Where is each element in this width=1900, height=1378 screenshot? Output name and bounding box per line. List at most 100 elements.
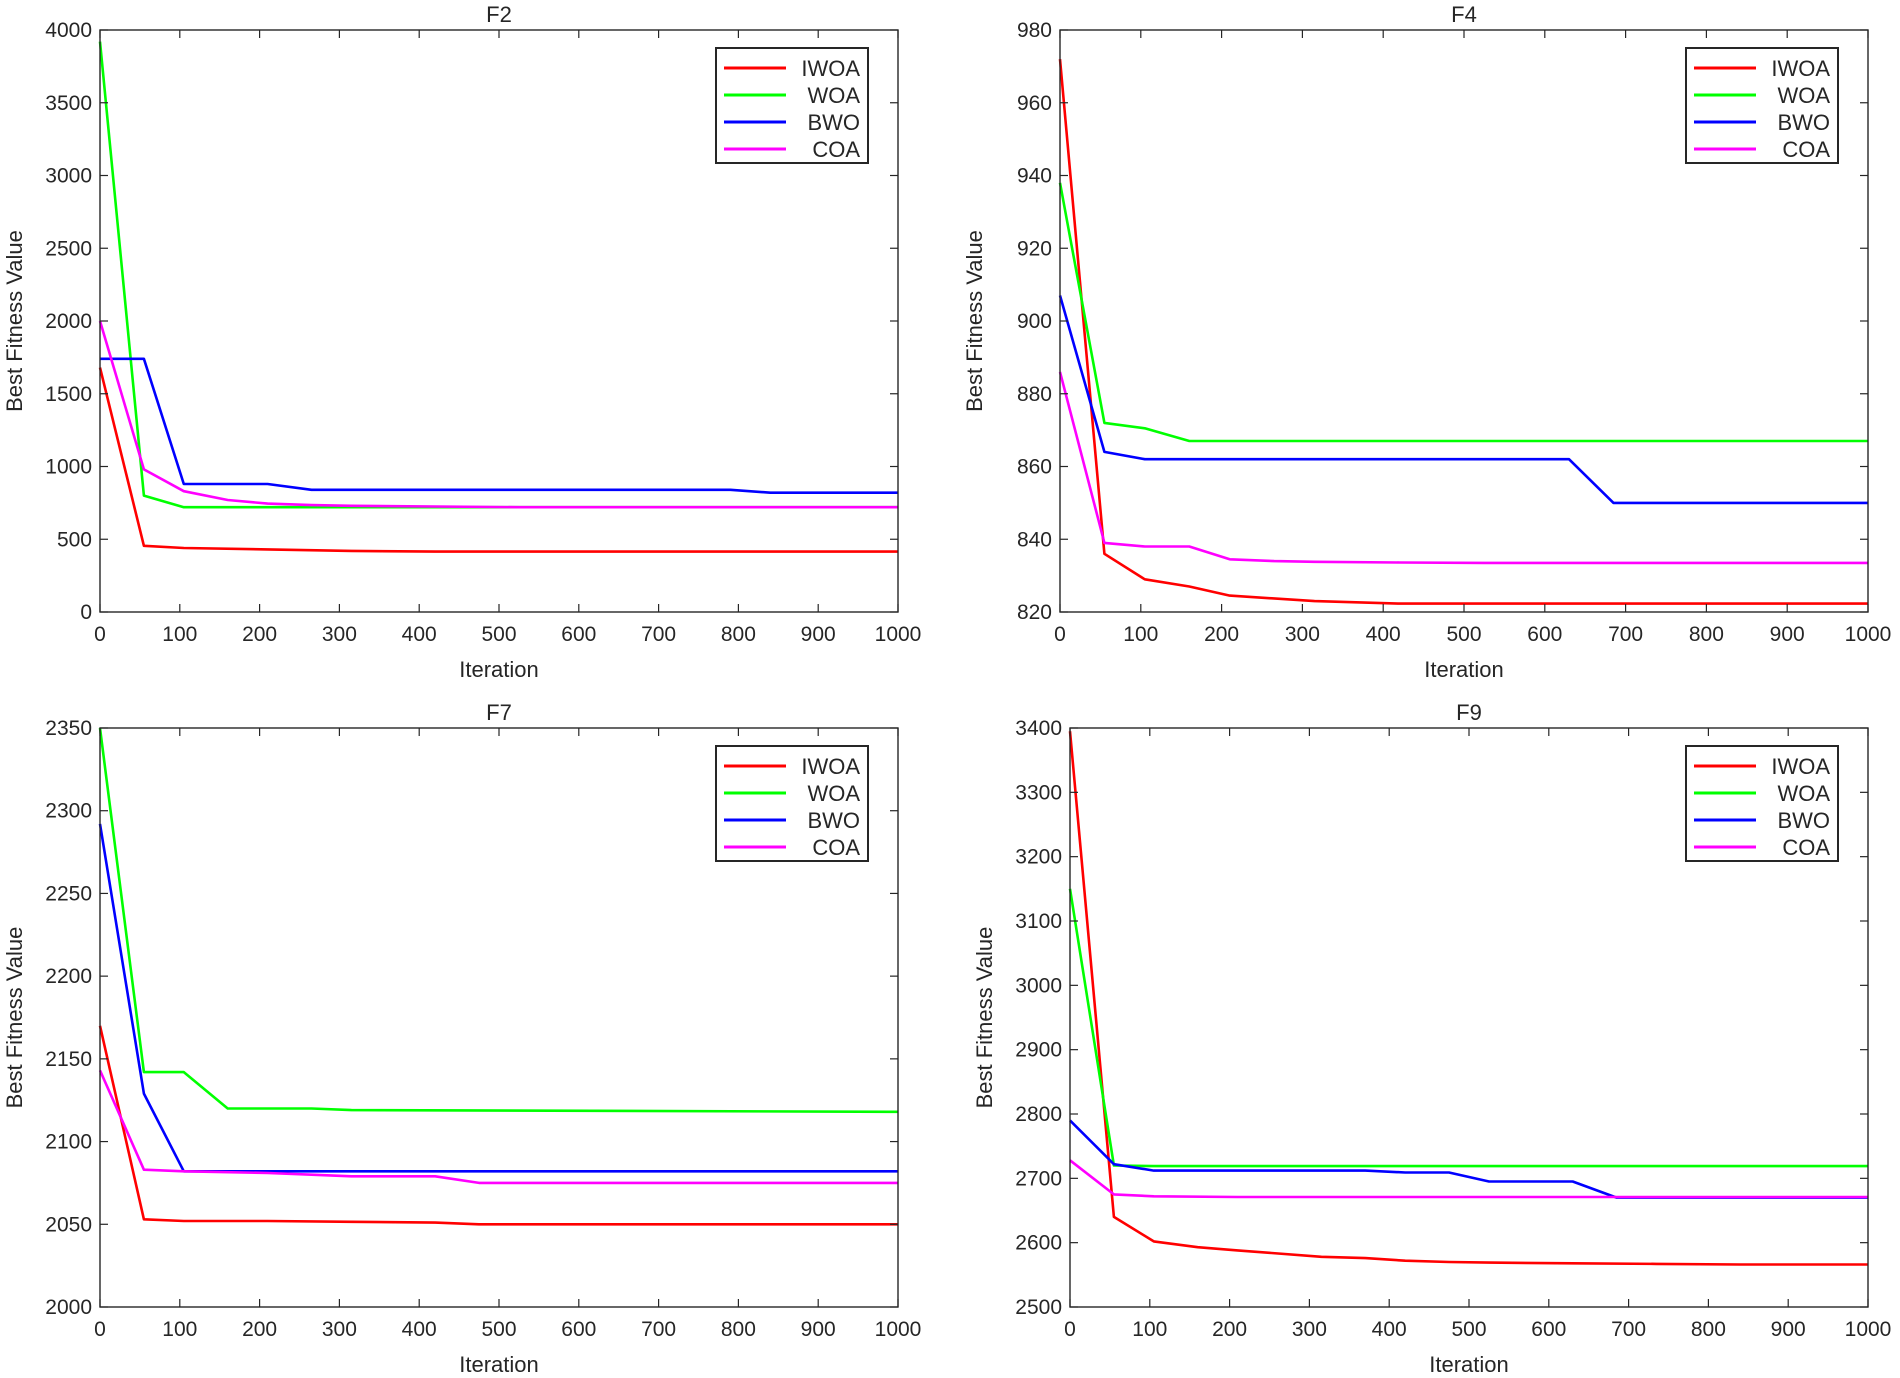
- series-line-coa: [1069, 1159, 1868, 1199]
- x-tick-label: 900: [1770, 623, 1805, 646]
- y-tick-label: 840: [1017, 528, 1052, 551]
- legend-label-coa: COA: [1782, 137, 1830, 162]
- legend-label-coa: COA: [812, 137, 860, 162]
- x-tick-label: 500: [481, 1318, 516, 1341]
- legend-label-coa: COA: [812, 835, 860, 860]
- y-tick-label: 3500: [45, 92, 92, 115]
- series-line-iwoa: [1068, 731, 1868, 1266]
- y-tick-label: 860: [1017, 456, 1052, 479]
- series-line-bwo: [1069, 1119, 1868, 1199]
- x-tick-label: 800: [721, 1318, 756, 1341]
- x-tick-label: 900: [801, 623, 836, 646]
- series-line-iwoa: [98, 1025, 898, 1226]
- x-tick-label: 800: [1691, 1318, 1726, 1341]
- series-line-bwo: [98, 823, 898, 1173]
- y-tick-label: 880: [1017, 383, 1052, 406]
- x-axis-label: Iteration: [1429, 1352, 1509, 1377]
- y-tick-label: 0: [80, 601, 92, 624]
- y-tick-label: 2500: [1015, 1296, 1062, 1319]
- x-tick-label: 700: [1608, 623, 1643, 646]
- series-line-iwoa: [98, 367, 898, 553]
- x-tick-label: 300: [322, 623, 357, 646]
- series-line-woa: [1058, 182, 1868, 443]
- x-tick-label: 1000: [1845, 1318, 1892, 1341]
- x-tick-label: 900: [801, 1318, 836, 1341]
- plot-title: F9: [1456, 700, 1482, 725]
- x-tick-label: 600: [561, 623, 596, 646]
- series-line-coa: [1058, 371, 1868, 565]
- x-tick-label: 100: [162, 1318, 197, 1341]
- legend-label-woa: WOA: [1777, 781, 1830, 806]
- legend-label-coa: COA: [1782, 835, 1830, 860]
- x-tick-label: 100: [1132, 1318, 1167, 1341]
- y-tick-label: 2350: [45, 717, 92, 740]
- x-tick-label: 400: [402, 623, 437, 646]
- y-tick-label: 3000: [1015, 974, 1062, 997]
- y-tick-label: 820: [1017, 601, 1052, 624]
- x-tick-label: 1000: [1845, 623, 1892, 646]
- y-tick-label: 2100: [45, 1131, 92, 1154]
- x-tick-label: 500: [1451, 1318, 1486, 1341]
- y-tick-label: 2000: [45, 1296, 92, 1319]
- x-tick-label: 1000: [875, 623, 922, 646]
- x-tick-label: 1000: [875, 1318, 922, 1341]
- x-axis-label: Iteration: [1424, 657, 1504, 682]
- x-tick-label: 200: [1204, 623, 1239, 646]
- y-tick-label: 960: [1017, 92, 1052, 115]
- legend-label-woa: WOA: [807, 83, 860, 108]
- x-tick-label: 700: [641, 1318, 676, 1341]
- y-tick-label: 3400: [1015, 717, 1062, 740]
- y-tick-label: 1000: [45, 456, 92, 479]
- x-tick-label: 100: [1123, 623, 1158, 646]
- legend-label-woa: WOA: [807, 781, 860, 806]
- series-line-iwoa: [1058, 58, 1868, 605]
- subplot-f7: 0 100 200 300 400 500 600 700 800 900 1000 2000 2050…: [2, 700, 921, 1377]
- y-tick-label: 4000: [45, 19, 92, 42]
- y-axis-label: Best Fitness Value: [972, 927, 997, 1109]
- x-tick-label: 300: [1292, 1318, 1327, 1341]
- x-axis-label: Iteration: [459, 1352, 539, 1377]
- legend-label-bwo: BWO: [807, 110, 860, 135]
- series-line-woa: [1068, 888, 1868, 1168]
- legend-label-bwo: BWO: [807, 808, 860, 833]
- y-axis-label: Best Fitness Value: [962, 230, 987, 412]
- y-tick-label: 2200: [45, 965, 92, 988]
- legend-label-bwo: BWO: [1777, 110, 1830, 135]
- y-tick-label: 2900: [1015, 1039, 1062, 1062]
- x-tick-label: 0: [94, 1318, 106, 1341]
- x-tick-label: 700: [641, 623, 676, 646]
- legend-label-iwoa: IWOA: [1771, 56, 1830, 81]
- y-tick-label: 2700: [1015, 1167, 1062, 1190]
- subplot-f9: 0 100 200 300 400 500 600 700 800 900 1000 2500 2600…: [972, 700, 1891, 1377]
- y-tick-label: 2150: [45, 1048, 92, 1071]
- plot-title: F2: [486, 2, 512, 27]
- y-tick-label: 2300: [45, 800, 92, 823]
- x-tick-label: 500: [481, 623, 516, 646]
- x-tick-label: 200: [242, 1318, 277, 1341]
- series-line-bwo: [1058, 295, 1868, 505]
- x-tick-label: 200: [242, 623, 277, 646]
- legend-label-iwoa: IWOA: [801, 754, 860, 779]
- x-tick-label: 600: [561, 1318, 596, 1341]
- plot-title: F7: [486, 700, 512, 725]
- y-tick-label: 3300: [1015, 781, 1062, 804]
- y-tick-label: 2800: [1015, 1103, 1062, 1126]
- series-line-coa: [98, 1069, 898, 1185]
- y-tick-label: 940: [1017, 165, 1052, 188]
- x-tick-label: 400: [1372, 1318, 1407, 1341]
- y-tick-label: 3100: [1015, 910, 1062, 933]
- x-axis-label: Iteration: [459, 657, 539, 682]
- x-tick-label: 0: [94, 623, 106, 646]
- y-tick-label: 920: [1017, 237, 1052, 260]
- x-tick-label: 600: [1531, 1318, 1566, 1341]
- plot-title: F4: [1451, 2, 1477, 27]
- y-tick-label: 3000: [45, 165, 92, 188]
- y-axis-label: Best Fitness Value: [2, 230, 27, 412]
- series-line-coa: [98, 320, 898, 509]
- x-tick-label: 400: [402, 1318, 437, 1341]
- y-tick-label: 2600: [1015, 1232, 1062, 1255]
